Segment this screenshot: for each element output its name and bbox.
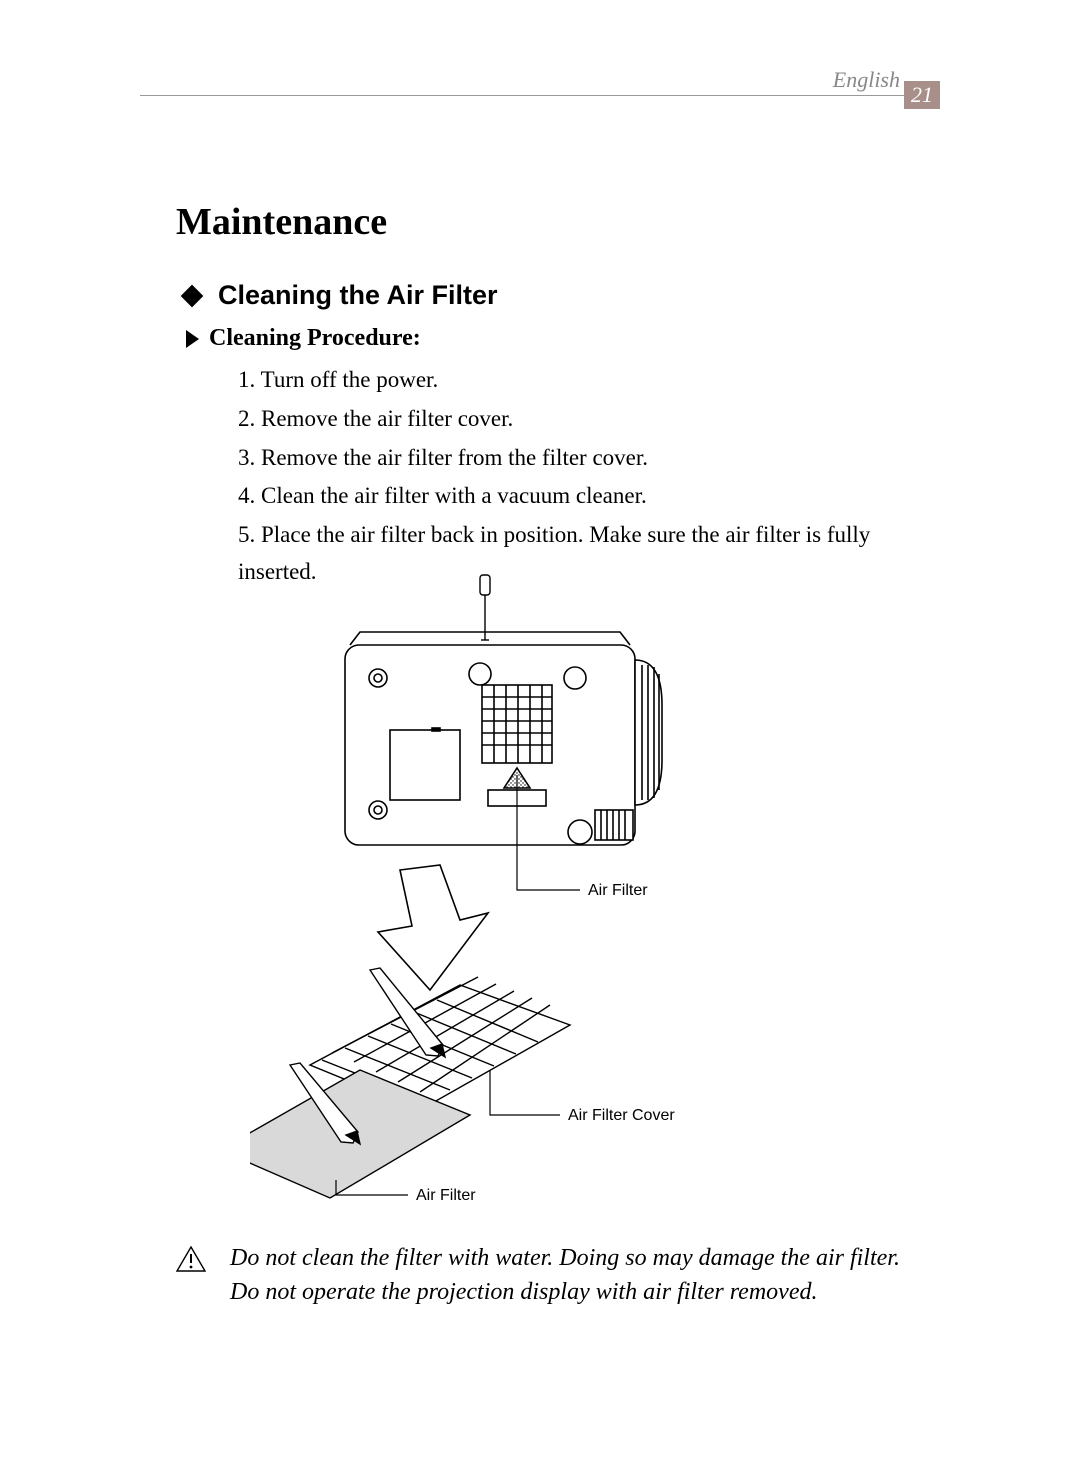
label-air-filter-top: Air Filter <box>588 882 648 899</box>
procedure-steps: 1. Turn off the power. 2. Remove the air… <box>238 362 940 591</box>
step-2: 2. Remove the air filter cover. <box>238 401 940 438</box>
step-3: 3. Remove the air filter from the filter… <box>238 440 940 477</box>
projector-body <box>345 632 662 845</box>
procedure-heading: Cleaning Procedure: <box>209 325 421 352</box>
warning-line-2: Do not operate the projection display wi… <box>230 1276 900 1310</box>
page-number-badge: 21 <box>904 81 940 109</box>
air-filter-diagram: Air Filter Air Filter Cover Air Filter <box>250 570 770 1200</box>
procedure-heading-row: Cleaning Procedure: <box>186 325 940 352</box>
step-4: 4. Clean the air filter with a vacuum cl… <box>238 478 940 515</box>
label-air-filter-cover: Air Filter Cover <box>568 1107 675 1124</box>
label-air-filter-bottom: Air Filter <box>416 1187 476 1200</box>
language-label: English <box>833 67 900 93</box>
page-header: English 21 <box>140 68 940 96</box>
screwdriver-icon <box>480 575 490 640</box>
triangle-right-icon <box>186 330 199 348</box>
subsection-title: Cleaning the Air Filter <box>218 280 498 311</box>
section-title: Maintenance <box>176 200 940 244</box>
label-leader-air-filter-cover <box>490 1070 560 1115</box>
warning-text: Do not clean the filter with water. Doin… <box>230 1242 900 1309</box>
warning-block: Do not clean the filter with water. Doin… <box>176 1242 940 1309</box>
step-1: 1. Turn off the power. <box>238 362 940 399</box>
warning-line-1: Do not clean the filter with water. Doin… <box>230 1242 900 1276</box>
warning-triangle-icon <box>176 1246 206 1272</box>
down-arrow-icon <box>378 865 488 990</box>
page-content: Maintenance Cleaning the Air Filter Clea… <box>176 200 940 593</box>
diamond-icon <box>181 284 204 307</box>
subsection-row: Cleaning the Air Filter <box>176 280 940 311</box>
